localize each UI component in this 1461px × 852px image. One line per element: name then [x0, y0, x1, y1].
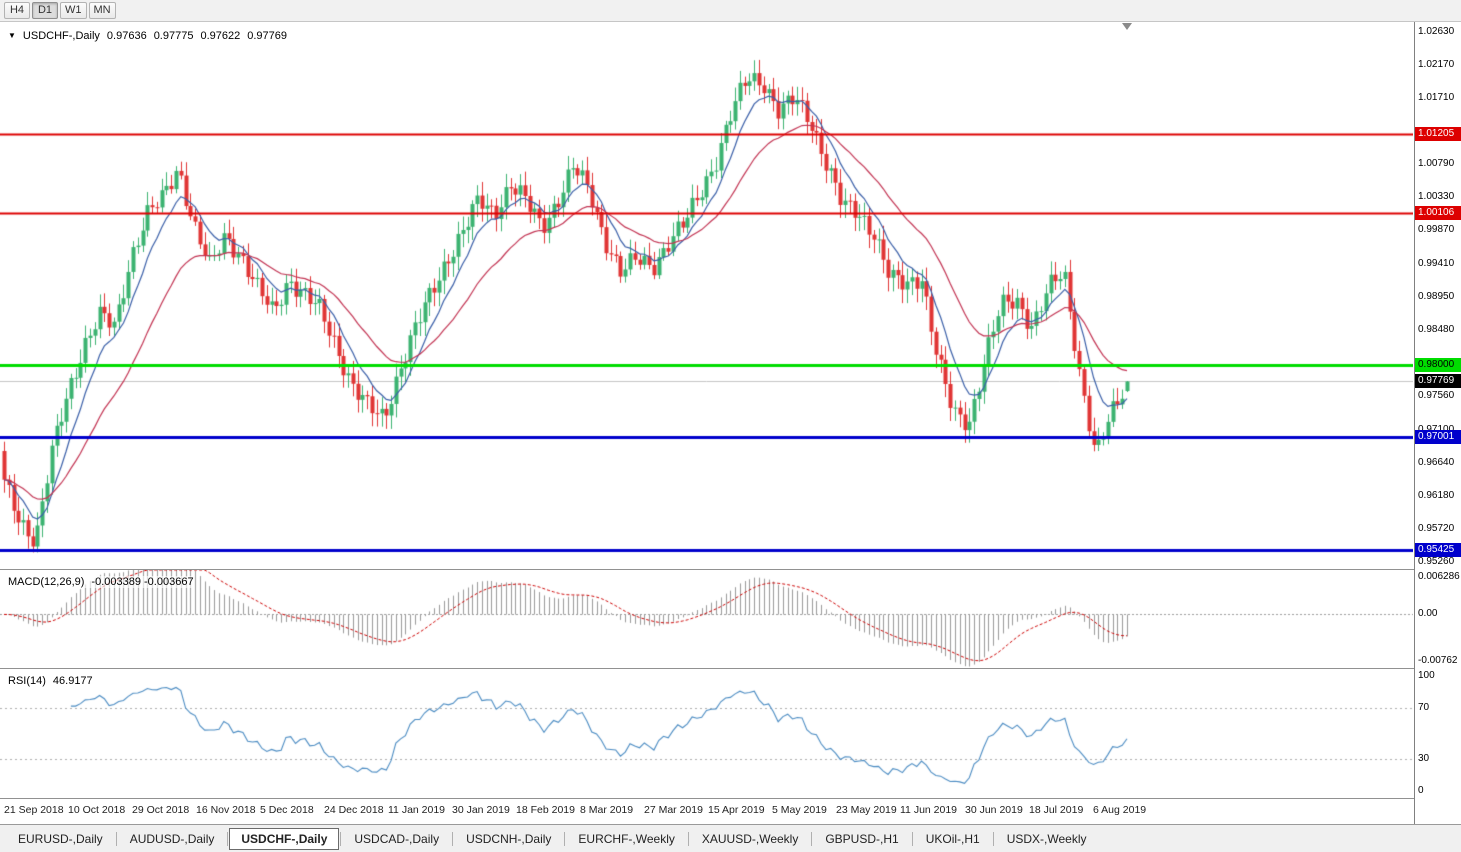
price-badge-0.97001: 0.97001: [1415, 429, 1461, 444]
rsi-axis-tick: 30: [1418, 753, 1430, 765]
tab-usdcad-daily[interactable]: USDCAD-,Daily: [354, 831, 440, 846]
tab-usdx-weekly[interactable]: USDX-,Weekly: [1006, 831, 1087, 846]
price-badge-0.98000: 0.98000: [1415, 357, 1461, 372]
price-tick: 0.99410: [1418, 257, 1455, 269]
date-label: 5 May 2019: [772, 804, 827, 816]
timeframe-button-h4[interactable]: H4: [4, 2, 30, 19]
chart-header: ▼ USDCHF-,Daily 0.97636 0.97775 0.97622 …: [8, 30, 287, 42]
price-tick: 1.02630: [1418, 26, 1455, 38]
tab-divider: [115, 831, 117, 846]
tab-divider: [452, 831, 454, 846]
tab-divider: [340, 831, 342, 846]
date-label: 6 Aug 2019: [1093, 804, 1147, 816]
timeframe-button-d1[interactable]: D1: [32, 2, 58, 19]
macd-values: -0.003389 -0.003667: [91, 576, 194, 588]
price-scale-rsi[interactable]: 100 70 30 0: [1415, 669, 1461, 798]
price-tick: 0.99870: [1418, 224, 1455, 236]
date-label: 5 Dec 2018: [260, 804, 314, 816]
tab-divider: [992, 831, 994, 846]
timeframe-button-mn[interactable]: MN: [88, 2, 116, 19]
date-label: 16 Nov 2018: [196, 804, 256, 816]
date-label: 11 Jan 2019: [388, 804, 446, 816]
tab-divider: [687, 831, 689, 846]
rsi-axis-tick: 0: [1418, 785, 1424, 796]
price-tick: 0.98950: [1418, 290, 1455, 302]
price-scale-macd[interactable]: 0.006286 0.00 -0.00762: [1415, 570, 1461, 668]
chart-window: ▼ USDCHF-,Daily 0.97636 0.97775 0.97622 …: [0, 22, 1461, 824]
price-badge-1.00106: 1.00106: [1415, 206, 1461, 221]
macd-axis-tick: 0.00: [1418, 608, 1438, 620]
tab-divider: [227, 831, 229, 846]
price-tick: 0.97560: [1418, 390, 1455, 402]
date-label: 18 Feb 2019: [516, 804, 575, 816]
panel-separator: [0, 569, 1461, 570]
price-tick: 0.98480: [1418, 324, 1455, 336]
macd-indicator-canvas[interactable]: [0, 570, 1413, 668]
price-badge-1.01205: 1.01205: [1415, 127, 1461, 142]
macd-panel-label: MACD(12,26,9) -0.003389 -0.003667: [8, 576, 194, 588]
tab-divider: [564, 831, 566, 846]
rsi-label: RSI(14): [8, 675, 46, 687]
tab-usdchf-daily[interactable]: USDCHF-,Daily: [229, 827, 340, 850]
ohlc-open-value: 0.97636: [106, 30, 147, 42]
rsi-axis-tick: 100: [1418, 670, 1435, 681]
price-tick: 0.95260: [1418, 555, 1455, 567]
price-tick: 1.02170: [1418, 59, 1455, 71]
timeframe-button-w1[interactable]: W1: [60, 2, 87, 19]
tab-divider: [911, 831, 913, 846]
rsi-axis-tick: 70: [1418, 701, 1430, 713]
chart-collapse-icon[interactable]: ▼: [8, 31, 16, 40]
tab-audusd-daily[interactable]: AUDUSD-,Daily: [129, 831, 215, 846]
price-tick: 0.97100: [1418, 424, 1454, 436]
price-chart-canvas[interactable]: [0, 22, 1413, 569]
price-tick: 0.95720: [1418, 522, 1455, 534]
price-scale[interactable]: 1.02630 1.02170 1.01710 1.00790 1.00330 0.998…: [1414, 22, 1461, 824]
tab-ukoil-h1[interactable]: UKOil-,H1: [925, 831, 980, 846]
ohlc-low-value: 0.97622: [200, 30, 241, 42]
date-label: 21 Sep 2018: [4, 804, 64, 816]
price-tick: 1.00790: [1418, 158, 1455, 170]
macd-axis-tick: 0.006286: [1418, 571, 1460, 582]
chart-symbol-label: USDCHF-,Daily: [22, 30, 100, 42]
date-label: 29 Oct 2018: [132, 804, 190, 816]
chart-tabbar: EURUSD-,Daily AUDUSD-,Daily USDCHF-,Daily U…: [0, 824, 1461, 852]
tab-divider: [811, 831, 813, 846]
ohlc-close-value: 0.97769: [247, 30, 287, 42]
date-label: 8 Mar 2019: [580, 804, 634, 816]
date-label: 11 Jun 2019: [900, 804, 958, 816]
date-label: 30 Jan 2019: [452, 804, 510, 816]
chart-shift-marker[interactable]: [1122, 23, 1132, 30]
tab-usdcnh-daily[interactable]: USDCNH-,Daily: [466, 831, 552, 846]
date-label: 23 May 2019: [836, 804, 897, 816]
date-label: 24 Dec 2018: [324, 804, 384, 816]
rsi-value: 46.9177: [52, 675, 93, 687]
rsi-panel-label: RSI(14) 46.9177: [8, 675, 93, 687]
time-scale[interactable]: 21 Sep 2018 10 Oct 2018 29 Oct 2018 16 Nov …: [0, 799, 1414, 824]
tab-eurchf-weekly[interactable]: EURCHF-,Weekly: [578, 831, 675, 846]
price-scale-main[interactable]: 1.02630 1.02170 1.01710 1.00790 1.00330 0.998…: [1415, 22, 1461, 569]
price-tick: 1.01710: [1418, 92, 1455, 104]
date-label: 18 Jul 2019: [1029, 804, 1084, 816]
price-tick: 0.96180: [1418, 489, 1455, 501]
tab-xauusd-weekly[interactable]: XAUUSD-,Weekly: [701, 831, 799, 846]
price-badge-0.95425: 0.95425: [1415, 542, 1461, 557]
date-label: 30 Jun 2019: [965, 804, 1023, 816]
macd-label: MACD(12,26,9): [8, 576, 85, 588]
ohlc-high-value: 0.97775: [153, 30, 194, 42]
macd-axis-tick: -0.00762: [1418, 655, 1458, 666]
price-tick: 1.00330: [1418, 191, 1455, 203]
date-label: 15 Apr 2019: [708, 804, 765, 816]
price-tick: 0.96640: [1418, 456, 1455, 468]
rsi-indicator-canvas[interactable]: [0, 669, 1413, 798]
date-label: 27 Mar 2019: [644, 804, 703, 816]
date-label: 10 Oct 2018: [68, 804, 126, 816]
panel-separator: [0, 798, 1461, 799]
tab-eurusd-daily[interactable]: EURUSD-,Daily: [18, 831, 103, 846]
panel-separator: [0, 668, 1461, 669]
timeframe-toolbar: H4 D1 W1 MN: [0, 0, 1461, 22]
price-badge-0.97769: 0.97769: [1415, 374, 1461, 389]
tab-gbpusd-h1[interactable]: GBPUSD-,H1: [825, 831, 899, 846]
